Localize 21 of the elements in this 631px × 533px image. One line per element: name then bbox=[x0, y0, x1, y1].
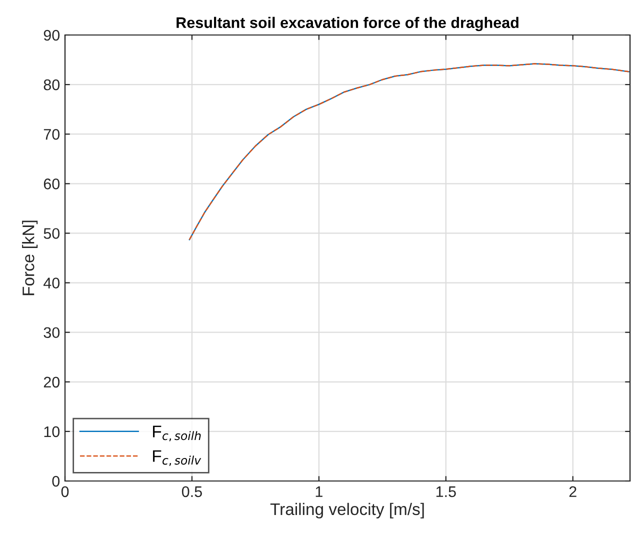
y-tick-label: 70 bbox=[44, 128, 60, 140]
x-tick-label: 0.5 bbox=[182, 486, 202, 498]
y-tick-label: 0 bbox=[52, 476, 60, 487]
x-tick-label: 2 bbox=[569, 486, 576, 497]
y-tick-label: 60 bbox=[44, 178, 60, 190]
legend-label: F$_{c,soilv}$ bbox=[153, 450, 202, 466]
x-tick-label: 1.5 bbox=[436, 486, 456, 498]
y-tick-label: 50 bbox=[44, 228, 60, 239]
y-axis-title: Force [kN] bbox=[22, 220, 38, 296]
x-tick-label: 0 bbox=[61, 486, 69, 498]
y-tick-label: 40 bbox=[44, 278, 60, 288]
y-tick-label: 80 bbox=[44, 79, 60, 90]
x-axis-title: Trailing velocity [m/s] bbox=[270, 502, 424, 518]
x-tick-label: 1 bbox=[316, 486, 322, 497]
y-tick-label: 30 bbox=[44, 327, 60, 338]
y-tick-label: 20 bbox=[44, 376, 60, 388]
y-tick-label: 10 bbox=[44, 426, 60, 438]
legend-label: F$_{c,soilh}$ bbox=[153, 426, 201, 442]
line-series bbox=[188, 63, 630, 240]
y-tick-label: 90 bbox=[44, 30, 60, 41]
chart-title: Resultant soil excavation force of the draghead bbox=[176, 16, 518, 32]
